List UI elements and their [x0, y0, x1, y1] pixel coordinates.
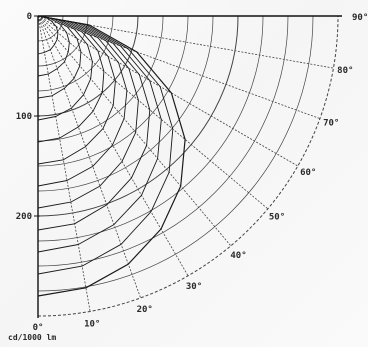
- intensity-curve: [37, 15, 174, 275]
- intensity-curve: [37, 15, 139, 209]
- angle-tick-label: 60°: [300, 168, 316, 178]
- radial-tick-label: 200: [16, 212, 32, 222]
- grid-spoke: [37, 15, 232, 247]
- grid-arc: [37, 15, 314, 292]
- angle-tick-label: 0°: [33, 323, 44, 333]
- grid-arc: [37, 15, 164, 142]
- angle-tick-label: 40°: [230, 251, 246, 261]
- intensity-curve: [37, 15, 116, 165]
- intensity-curve: [37, 15, 162, 253]
- grid-spoke: [37, 15, 298, 167]
- grid-arc: [37, 15, 214, 192]
- grid-arc: [37, 15, 339, 317]
- intensity-curve: [37, 15, 82, 99]
- grid-arc: [37, 15, 189, 167]
- grid-spoke: [37, 15, 321, 119]
- grid-arc: [37, 15, 289, 267]
- intensity-curve: [37, 15, 186, 297]
- angle-tick-label: 90°: [352, 13, 368, 23]
- grid-spoke: [37, 15, 269, 210]
- angle-tick-label: 80°: [337, 66, 353, 76]
- radial-tick-label: 100: [16, 112, 32, 122]
- intensity-curve: [37, 15, 151, 231]
- angle-tick-label: 70°: [323, 119, 339, 129]
- angle-tick-label: 20°: [137, 305, 153, 315]
- grid-spoke: [37, 15, 141, 299]
- intensity-curve: [37, 15, 70, 77]
- angle-tick-label: 30°: [186, 282, 202, 292]
- grid-spoke: [37, 15, 91, 312]
- grid-arc: [37, 15, 264, 242]
- angle-tick-label: 10°: [84, 319, 100, 329]
- intensity-curve: [37, 15, 93, 121]
- unit-label: cd/1000 lm: [8, 333, 57, 342]
- grid-arc: [37, 15, 239, 217]
- grid-arc: [37, 15, 114, 92]
- angle-tick-label: 50°: [269, 213, 285, 223]
- intensity-curve: [37, 15, 105, 143]
- intensity-curve: [37, 15, 128, 187]
- radial-tick-label: 0: [27, 12, 32, 22]
- intensity-curve: [37, 15, 59, 55]
- grid-spoke: [37, 15, 189, 276]
- grid-arc: [37, 15, 139, 117]
